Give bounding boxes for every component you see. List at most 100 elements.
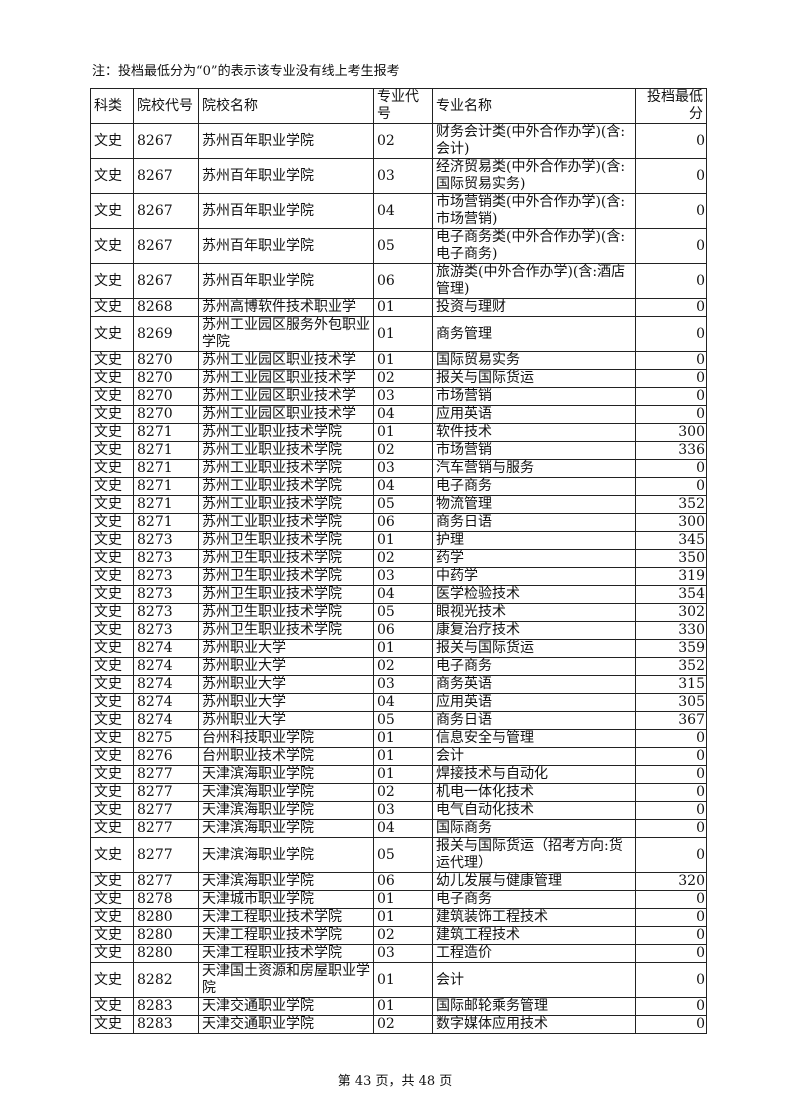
table-cell: 8273	[133, 585, 199, 604]
table-cell: 0	[635, 765, 707, 784]
table-cell: 8270	[133, 405, 199, 424]
table-row: 文史 8271 苏州工业职业技术学院 03 汽车营销与服务 0	[90, 459, 707, 478]
table-row: 文史 8273 苏州卫生职业技术学院 01 护理 345	[90, 531, 707, 550]
table-row: 文史 8267 苏州百年职业学院 03 经济贸易类(中外合作办学)(含:国际贸易实务) 0	[90, 158, 707, 194]
table-cell: 文史	[90, 944, 134, 963]
table-cell: 物流管理	[432, 495, 636, 514]
table-cell: 319	[635, 567, 707, 586]
header-cell: 科类	[90, 88, 134, 124]
table-row: 文史 8274 苏州职业大学 04 应用英语 305	[90, 693, 707, 712]
table-cell: 03	[373, 675, 433, 694]
header-cell: 院校名称	[198, 88, 374, 124]
table-cell: 0	[635, 890, 707, 909]
table-cell: 02	[373, 783, 433, 802]
table-cell: 330	[635, 621, 707, 640]
table-cell: 国际邮轮乘务管理	[432, 997, 636, 1016]
table-cell: 8282	[133, 962, 199, 998]
table-cell: 04	[373, 405, 433, 424]
table-cell: 苏州卫生职业技术学院	[198, 585, 374, 604]
table-cell: 幼儿发展与健康管理	[432, 872, 636, 891]
table-cell: 文史	[90, 263, 134, 299]
table-cell: 0	[635, 747, 707, 766]
table-cell: 03	[373, 158, 433, 194]
table-cell: 文史	[90, 585, 134, 604]
table-cell: 0	[635, 783, 707, 802]
table-cell: 康复治疗技术	[432, 621, 636, 640]
table-cell: 市场营销	[432, 441, 636, 460]
table-cell: 01	[373, 908, 433, 927]
table-row: 文史 8269 苏州工业园区服务外包职业学院 01 商务管理 0	[90, 316, 707, 352]
table-cell: 05	[373, 837, 433, 873]
table-cell: 苏州工业园区职业技术学	[198, 387, 374, 406]
table-cell: 320	[635, 872, 707, 891]
table-cell: 8267	[133, 158, 199, 194]
table-cell: 300	[635, 423, 707, 442]
table-cell: 350	[635, 549, 707, 568]
table-cell: 0	[635, 263, 707, 299]
table-cell: 01	[373, 316, 433, 352]
table-row: 文史 8267 苏州百年职业学院 02 财务会计类(中外合作办学)(含:会计) 0	[90, 123, 707, 159]
table-cell: 文史	[90, 872, 134, 891]
table-cell: 302	[635, 603, 707, 622]
header-row: 科类 院校代号 院校名称 专业代号 专业名称 投档最低分	[90, 88, 707, 124]
table-row: 文史 8275 台州科技职业学院 01 信息安全与管理 0	[90, 729, 707, 748]
table-cell: 8268	[133, 298, 199, 317]
table-cell: 财务会计类(中外合作办学)(含:会计)	[432, 123, 636, 159]
table-cell: 苏州职业大学	[198, 675, 374, 694]
table-cell: 文史	[90, 765, 134, 784]
table-cell: 台州科技职业学院	[198, 729, 374, 748]
table-cell: 文史	[90, 351, 134, 370]
table-cell: 8271	[133, 477, 199, 496]
table-cell: 300	[635, 513, 707, 532]
table-cell: 8271	[133, 495, 199, 514]
table-cell: 8274	[133, 639, 199, 658]
table-cell: 02	[373, 926, 433, 945]
table-cell: 02	[373, 441, 433, 460]
table-cell: 8277	[133, 837, 199, 873]
table-cell: 苏州百年职业学院	[198, 123, 374, 159]
table-cell: 苏州高博软件技术职业学	[198, 298, 374, 317]
table-cell: 05	[373, 603, 433, 622]
table-cell: 苏州百年职业学院	[198, 263, 374, 299]
table-cell: 文史	[90, 926, 134, 945]
table-cell: 文史	[90, 123, 134, 159]
table-cell: 8280	[133, 944, 199, 963]
table-cell: 315	[635, 675, 707, 694]
table-cell: 天津交通职业学院	[198, 997, 374, 1016]
table-row: 文史 8277 天津滨海职业学院 03 电气自动化技术 0	[90, 801, 707, 820]
table-cell: 电子商务	[432, 477, 636, 496]
table-cell: 文史	[90, 298, 134, 317]
table-cell: 文史	[90, 228, 134, 264]
table-cell: 8280	[133, 926, 199, 945]
table-cell: 文史	[90, 890, 134, 909]
table-cell: 305	[635, 693, 707, 712]
table-cell: 8273	[133, 549, 199, 568]
table-cell: 苏州工业园区职业技术学	[198, 351, 374, 370]
table-cell: 0	[635, 962, 707, 998]
table-row: 文史 8282 天津国土资源和房屋职业学院 01 会计 0	[90, 962, 707, 998]
note: 注：投档最低分为“0”的表示该专业没有线上考生报考	[92, 64, 400, 79]
table-cell: 0	[635, 316, 707, 352]
table-cell: 8274	[133, 657, 199, 676]
table-cell: 03	[373, 944, 433, 963]
table-cell: 336	[635, 441, 707, 460]
table-cell: 0	[635, 944, 707, 963]
table-cell: 文史	[90, 549, 134, 568]
table-cell: 0	[635, 997, 707, 1016]
table-cell: 投资与理财	[432, 298, 636, 317]
table-cell: 经济贸易类(中外合作办学)(含:国际贸易实务)	[432, 158, 636, 194]
table-cell: 8267	[133, 123, 199, 159]
table-row: 文史 8273 苏州卫生职业技术学院 04 医学检验技术 354	[90, 585, 707, 604]
table-cell: 市场营销	[432, 387, 636, 406]
table-cell: 苏州工业职业技术学院	[198, 495, 374, 514]
table-row: 文史 8278 天津城市职业学院 01 电子商务 0	[90, 890, 707, 909]
table-cell: 0	[635, 1015, 707, 1034]
table-cell: 05	[373, 495, 433, 514]
table-cell: 苏州卫生职业技术学院	[198, 603, 374, 622]
table-cell: 文史	[90, 531, 134, 550]
table-cell: 苏州卫生职业技术学院	[198, 531, 374, 550]
table-row: 文史 8271 苏州工业职业技术学院 06 商务日语 300	[90, 513, 707, 532]
table-cell: 0	[635, 228, 707, 264]
table-row: 文史 8277 天津滨海职业学院 01 焊接技术与自动化 0	[90, 765, 707, 784]
table-cell: 文史	[90, 567, 134, 586]
